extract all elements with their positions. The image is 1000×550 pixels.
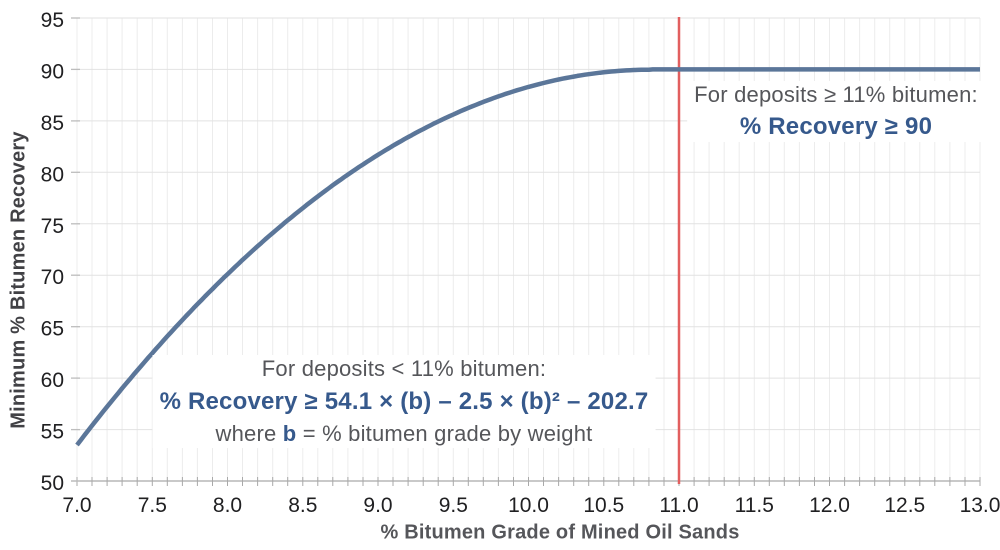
- annotation-high-grade-condition: For deposits ≥ 11% bitumen:: [694, 82, 978, 107]
- definition-suffix: = % bitumen grade by weight: [296, 421, 593, 446]
- y-tick-label: 75: [41, 215, 64, 238]
- y-tick-label: 80: [41, 163, 64, 186]
- x-tick-label: 12.5: [884, 494, 925, 517]
- annotation-low-grade: For deposits < 11% bitumen: % Recovery ≥…: [152, 355, 656, 448]
- y-tick-label: 95: [41, 9, 64, 32]
- definition-prefix: where: [215, 421, 283, 446]
- annotation-low-grade-definition: where b = % bitumen grade by weight: [160, 421, 649, 447]
- x-tick-label: 7.0: [62, 494, 91, 517]
- y-tick-label: 70: [41, 266, 64, 289]
- x-tick-labels: 7.0 7.5 8.0 8.5 9.0 9.5 10.0 10.5 11.0 11.5 12.0 12…: [62, 494, 1000, 517]
- x-tick-label: 11.5: [735, 494, 774, 517]
- y-tick-label: 55: [41, 421, 64, 444]
- y-tick-label: 65: [41, 318, 64, 341]
- y-tick-label: 85: [41, 112, 64, 135]
- x-tick-label: 13.0: [960, 494, 1000, 517]
- y-tick-labels: 50 55 60 65 70 75 80 85 90 95: [41, 9, 64, 495]
- y-tick-label: 60: [41, 369, 64, 392]
- x-tick-label: 7.5: [138, 494, 167, 517]
- x-tick-label: 9.0: [363, 494, 392, 517]
- x-tick-label: 12.0: [809, 494, 850, 517]
- y-tick-label: 90: [41, 60, 64, 83]
- y-tick-label: 50: [41, 472, 64, 495]
- x-axis-minor-ticks: [76, 477, 981, 486]
- y-axis-ticks: [71, 17, 80, 482]
- x-tick-label: 11.0: [659, 494, 698, 517]
- annotation-low-grade-condition: For deposits < 11% bitumen:: [261, 356, 547, 381]
- x-tick-label: 9.5: [439, 494, 468, 517]
- x-tick-label: 8.0: [213, 494, 242, 517]
- recovery-curve: [75, 67, 980, 447]
- annotation-high-grade-formula: % Recovery ≥ 90: [739, 113, 933, 140]
- annotation-low-grade-formula: % Recovery ≥ 54.1 × (b) – 2.5 × (b)² – 2…: [159, 388, 649, 415]
- annotation-high-grade: For deposits ≥ 11% bitumen: % Recovery ≥…: [687, 81, 985, 142]
- definition-variable-b: b: [282, 421, 297, 446]
- x-axis-title: % Bitumen Grade of Mined Oil Sands: [380, 521, 740, 544]
- x-tick-label: 10.0: [508, 494, 549, 517]
- y-axis-title: Minimum % Bitumen Recovery: [7, 131, 30, 429]
- x-tick-label: 10.5: [583, 494, 624, 517]
- x-tick-label: 8.5: [288, 494, 317, 517]
